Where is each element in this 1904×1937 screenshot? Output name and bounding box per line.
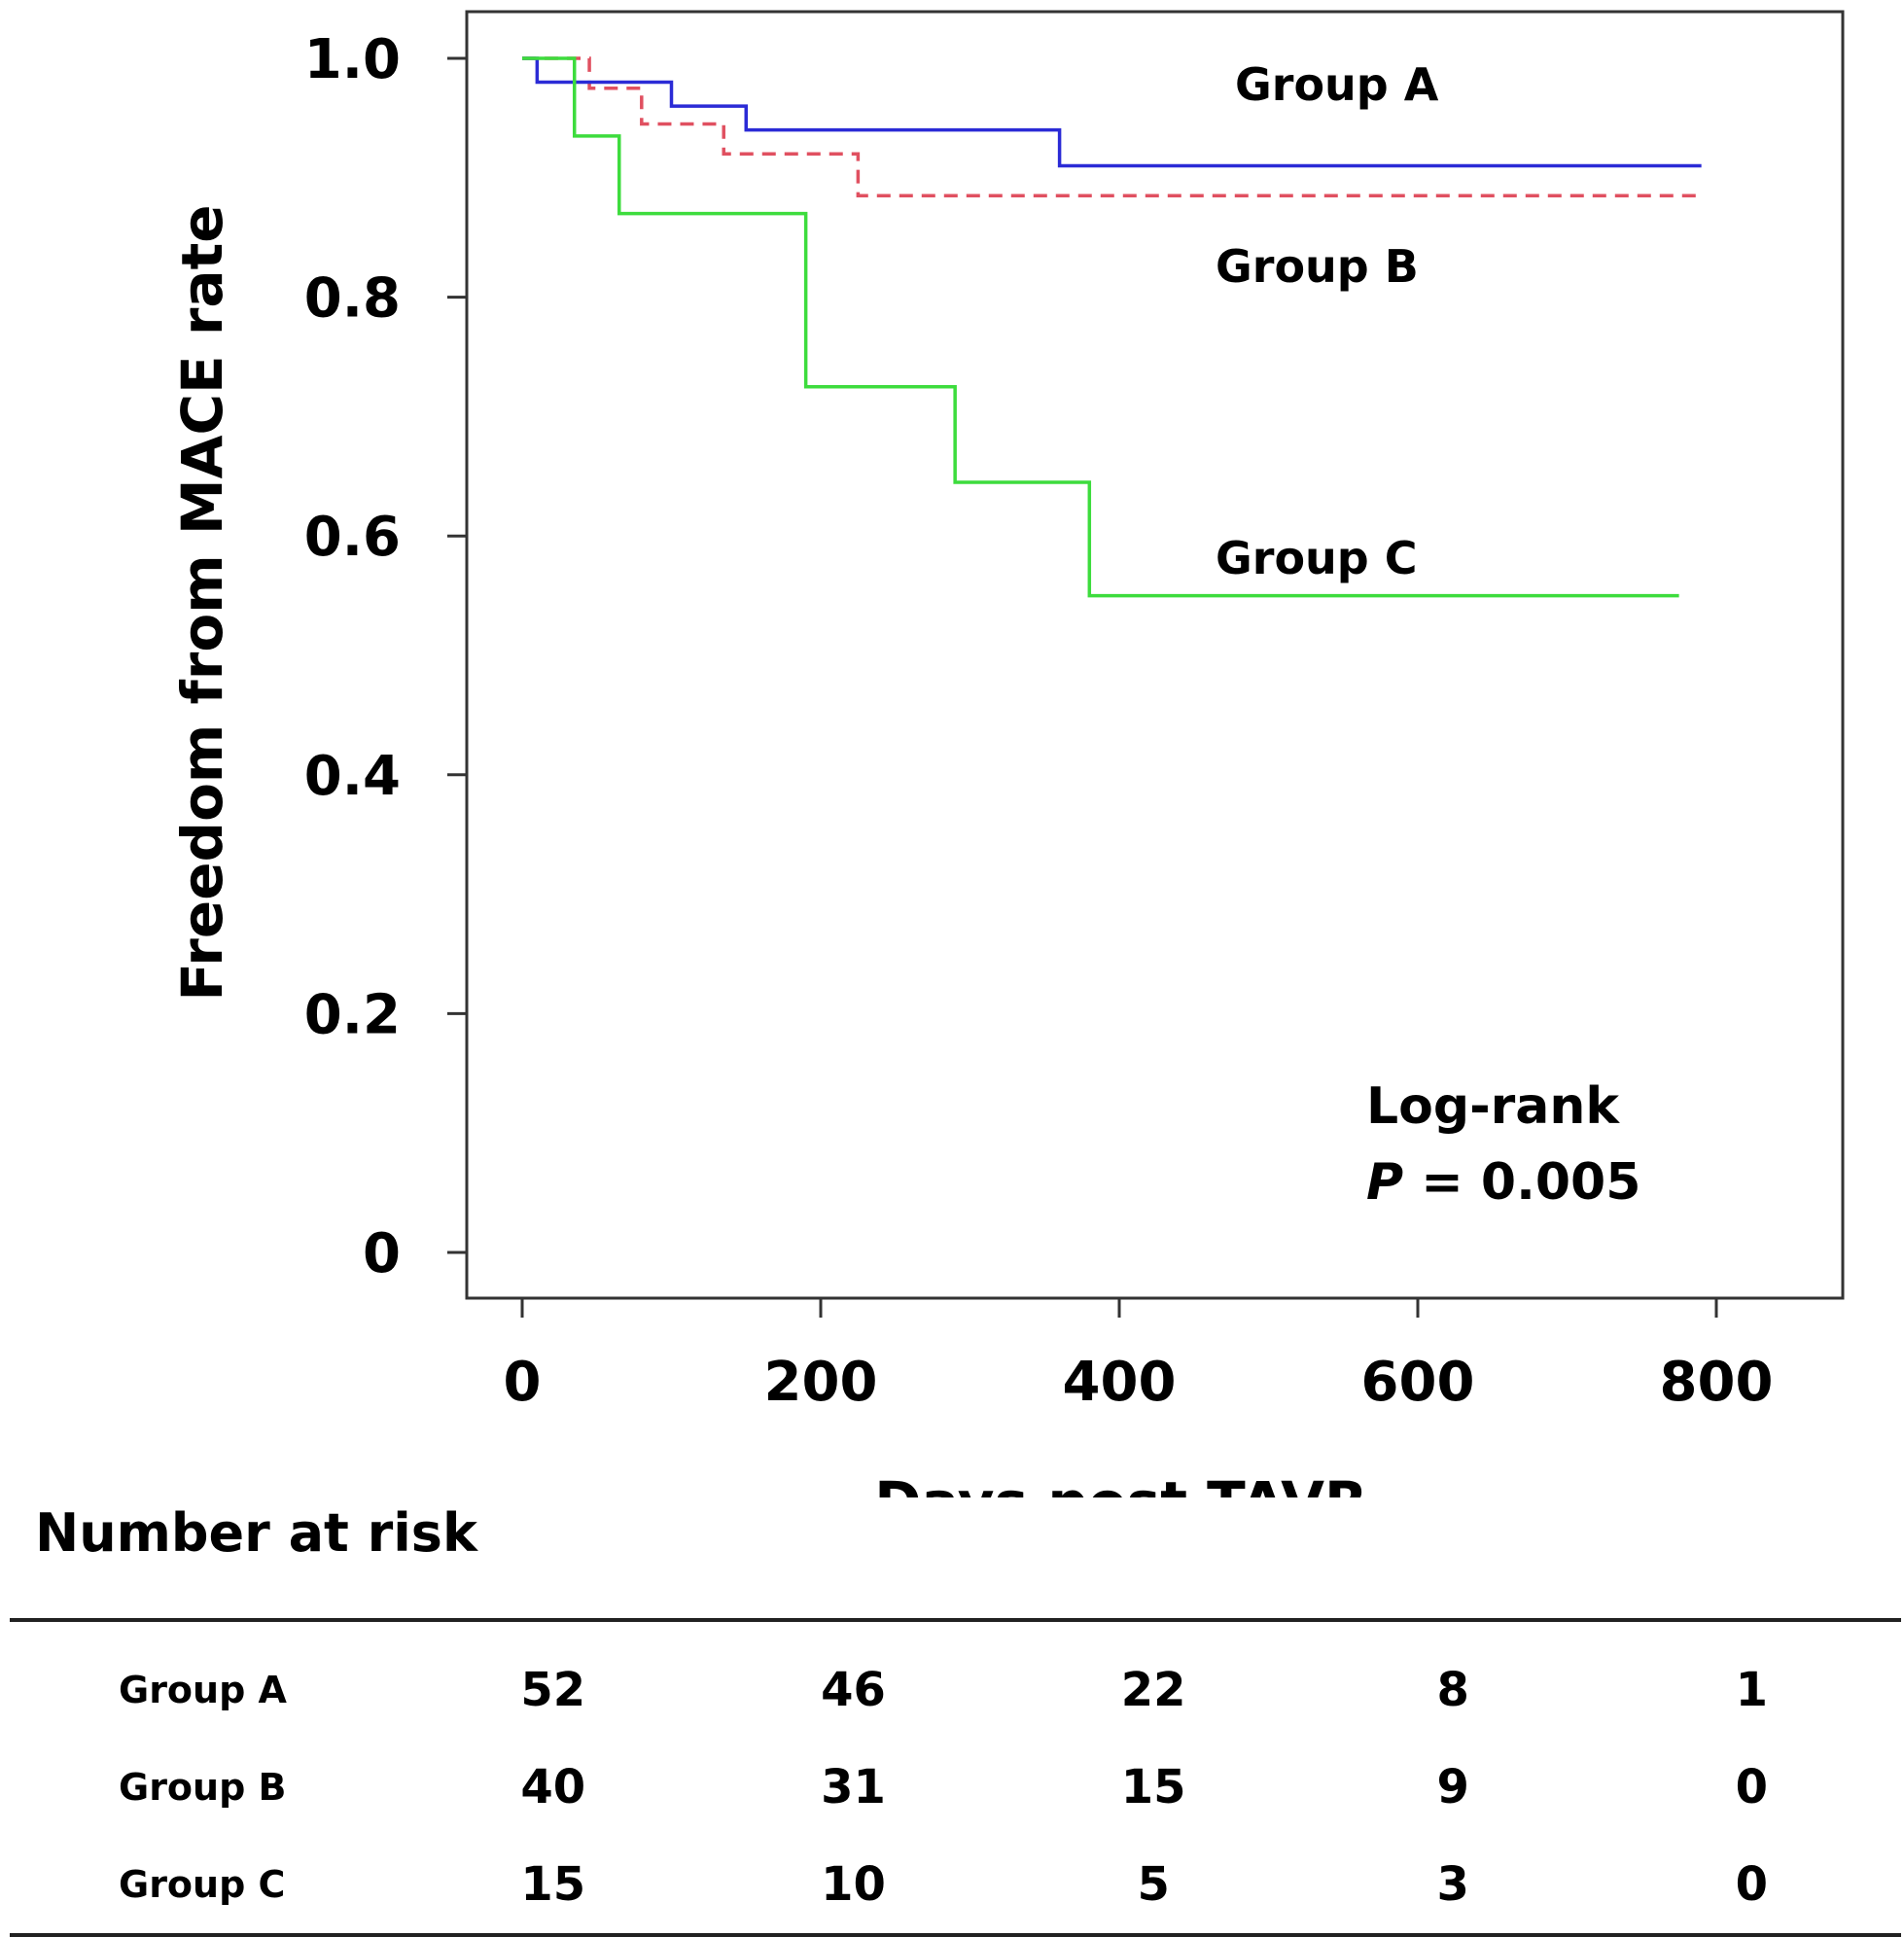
risk-count: 22 xyxy=(1120,1663,1186,1717)
km-chart: 00.20.40.60.81.0 0 200 400 600 800 Group AGr… xyxy=(169,10,1845,1497)
y-tick-label: 0.8 xyxy=(304,267,401,331)
y-axis: 0 0.2 0.4 0.6 0.8 1.0 xyxy=(304,28,467,1285)
risk-count: 52 xyxy=(520,1663,586,1717)
x-axis-title: Days post TAVR xyxy=(874,1469,1367,1497)
p-value: = 0.005 xyxy=(1403,1153,1640,1212)
x-axis: 0 200 400 600 800 xyxy=(504,1298,1774,1414)
risk-count: 15 xyxy=(1120,1760,1186,1814)
p-value-label: P = 0.005 xyxy=(1366,1153,1640,1212)
y-tick-label: 0.6 xyxy=(304,506,401,569)
series-labels: Group A Group B Group C xyxy=(1216,58,1439,584)
risk-row-label: Group A xyxy=(119,1669,287,1711)
y-tick-label: 0 xyxy=(363,1222,401,1285)
series-label-group-a: Group A xyxy=(1235,58,1439,111)
y-tick-label: 0.2 xyxy=(304,983,401,1046)
x-tick-label: 400 xyxy=(1063,1351,1177,1414)
risk-count: 5 xyxy=(1137,1857,1170,1912)
risk-count: 9 xyxy=(1436,1760,1469,1814)
risk-row-label: Group B xyxy=(119,1766,287,1809)
x-tick-label: 800 xyxy=(1660,1351,1774,1414)
log-rank-label: Log-rank xyxy=(1366,1077,1620,1136)
risk-count: 0 xyxy=(1735,1760,1769,1814)
risk-table: Group A 52 46 22 8 1 Group B 40 31 15 9 0 Group C 15 1… xyxy=(10,1618,1901,1937)
risk-count: 3 xyxy=(1436,1857,1469,1912)
risk-count: 46 xyxy=(821,1663,886,1717)
series-line-group-b xyxy=(522,56,1702,197)
series-line-group-a xyxy=(522,56,1702,168)
risk-row-label: Group C xyxy=(119,1863,286,1906)
p-symbol: P xyxy=(1366,1153,1403,1212)
risk-row: Group C 15 10 5 3 0 xyxy=(10,1836,1901,1935)
risk-count: 1 xyxy=(1735,1663,1769,1717)
y-tick-label: 0.4 xyxy=(304,745,401,808)
plot-frame xyxy=(465,10,1845,1300)
series-label-group-c: Group C xyxy=(1216,532,1418,584)
risk-count: 15 xyxy=(520,1857,586,1912)
risk-row: Group A 52 46 22 8 1 xyxy=(10,1620,1901,1739)
x-tick-label: 600 xyxy=(1361,1351,1475,1414)
risk-count: 40 xyxy=(520,1760,586,1814)
risk-count: 31 xyxy=(821,1760,886,1814)
x-tick-label: 200 xyxy=(764,1351,878,1414)
risk-row: Group B 40 31 15 9 0 xyxy=(10,1739,1901,1836)
risk-count: 0 xyxy=(1735,1857,1769,1912)
series-layer xyxy=(522,56,1702,598)
y-axis-title: Freedom from MACE rate xyxy=(169,204,235,1001)
series-label-group-b: Group B xyxy=(1216,240,1419,293)
risk-table-title: Number at risk xyxy=(35,1502,477,1564)
risk-count: 8 xyxy=(1436,1663,1469,1717)
risk-count: 10 xyxy=(821,1857,886,1912)
series-line-group-c xyxy=(522,56,1679,598)
x-tick-label: 0 xyxy=(504,1351,542,1414)
y-tick-label: 1.0 xyxy=(304,28,401,91)
